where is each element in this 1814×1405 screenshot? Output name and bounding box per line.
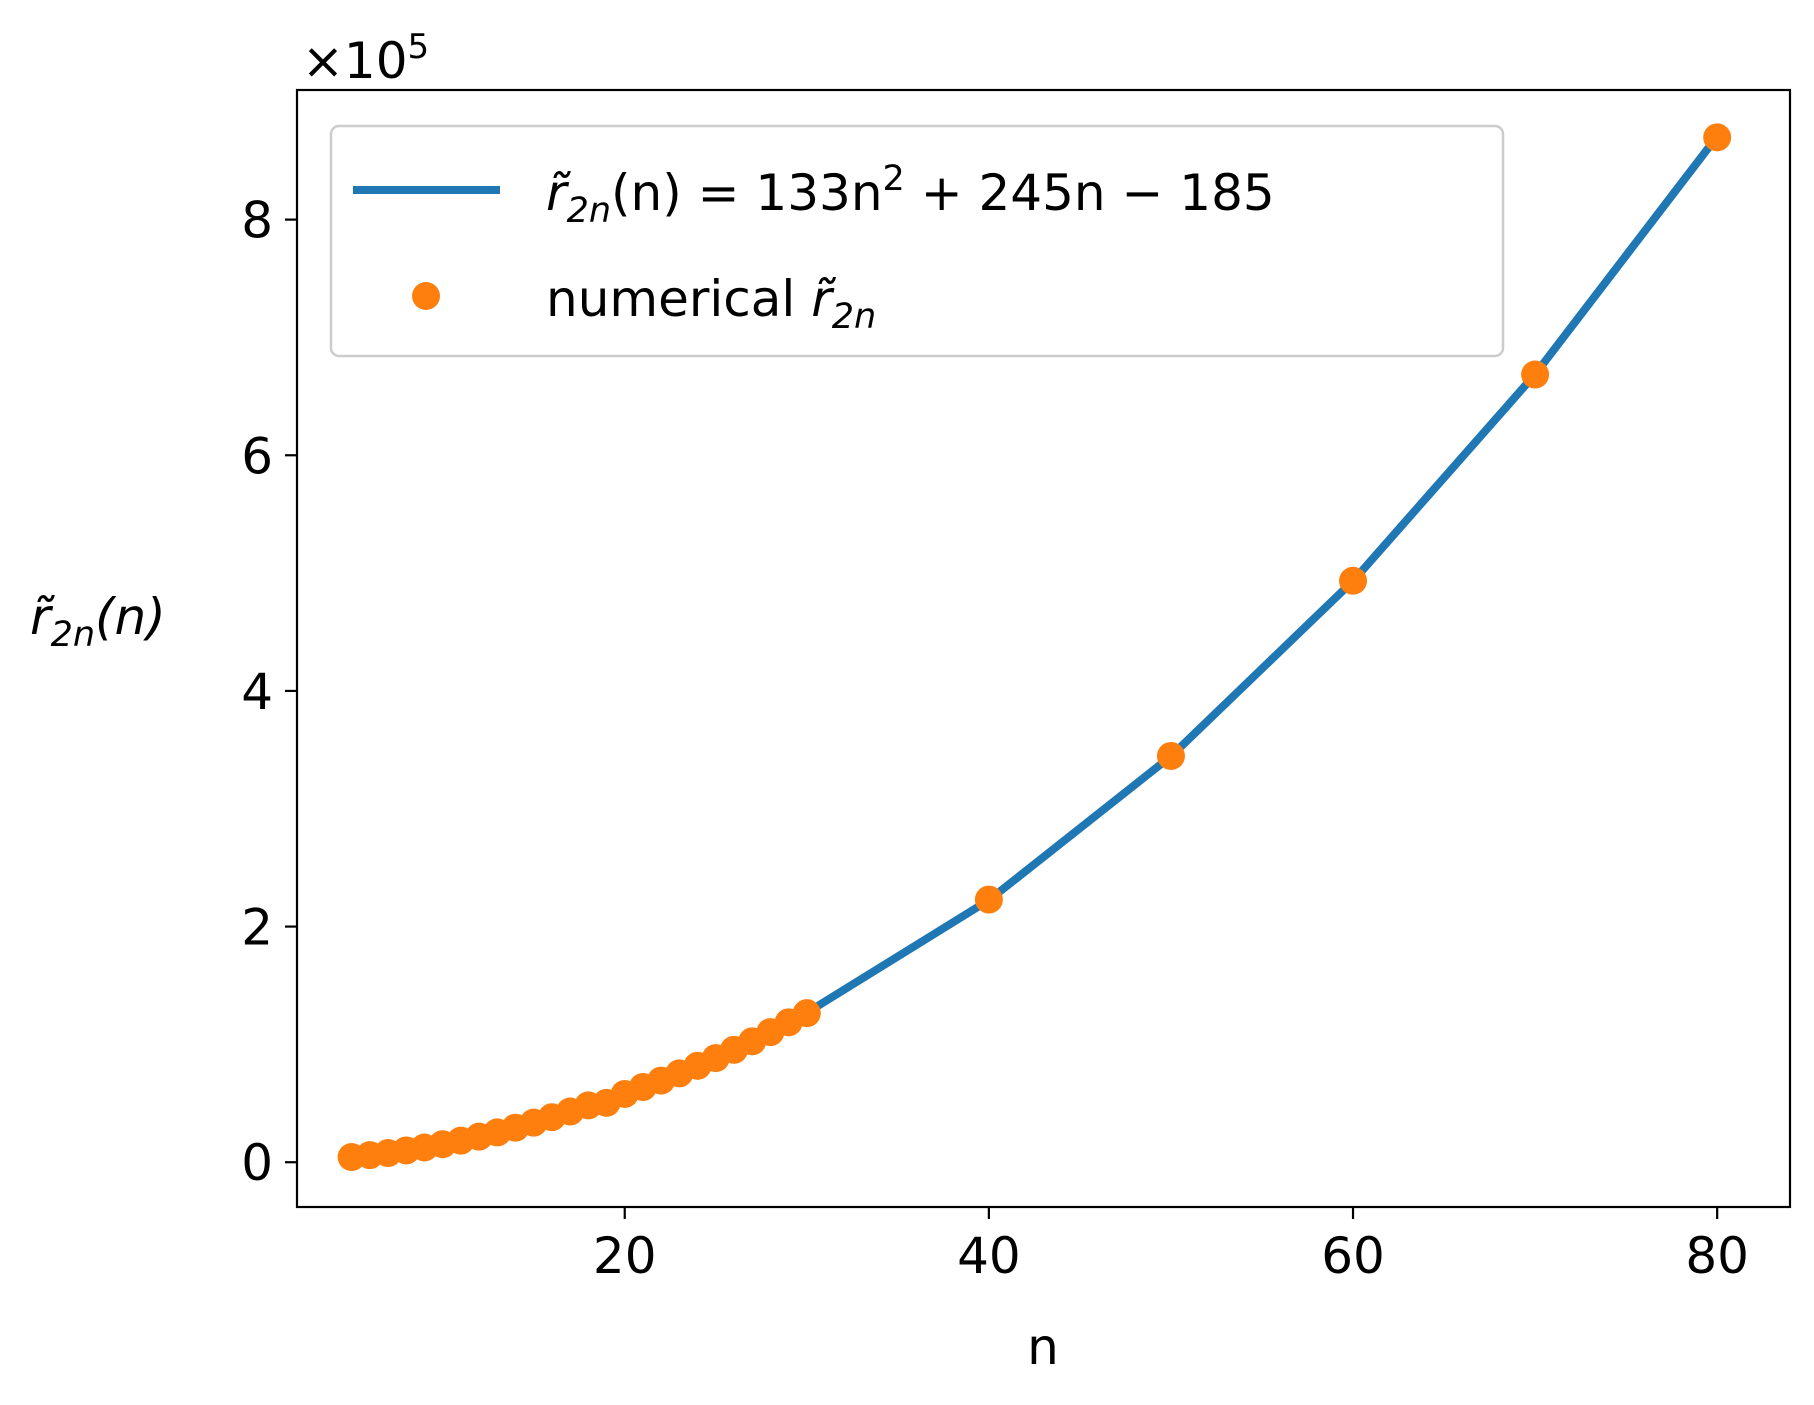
- y-tick-label: 0: [241, 1134, 273, 1192]
- y-ticks-layer: 0 2 4 6 8: [241, 192, 297, 1192]
- data-point: [792, 999, 821, 1028]
- legend-points-sub: 2n: [832, 297, 876, 337]
- legend-fit-sup: 2: [883, 159, 905, 199]
- legend-fit-mid: (n) = 133n: [611, 164, 883, 222]
- legend: r̃2n(n) = 133n2 + 245n − 185 numerical r…: [329, 124, 1505, 358]
- y-multiplier-exponent: 5: [408, 27, 430, 67]
- y-tick-label: 8: [241, 192, 273, 250]
- y-tick-label: 6: [241, 427, 273, 485]
- data-point: [1339, 566, 1368, 595]
- legend-fit-tail: + 245n − 185: [905, 164, 1275, 222]
- legend-points-label: numerical r̃2n: [546, 270, 876, 337]
- y-axis-label: r̃2n(n): [30, 588, 166, 655]
- y-axis-label-tail: (n): [95, 588, 166, 646]
- legend-box: [329, 124, 1505, 358]
- x-axis-label: n: [1027, 1318, 1059, 1376]
- legend-fit-sub: 2n: [567, 191, 611, 231]
- data-point: [1521, 360, 1550, 389]
- plot-frame: [295, 88, 1792, 1209]
- legend-point-swatch: [412, 282, 440, 310]
- x-tick-label: 80: [1685, 1227, 1749, 1285]
- data-point: [1156, 741, 1185, 770]
- y-tick-label: 2: [241, 899, 273, 957]
- data-point: [1703, 123, 1732, 152]
- x-tick-label: 60: [1321, 1227, 1385, 1285]
- legend-points-text: numerical: [546, 270, 811, 328]
- y-axis-label-sub: 2n: [51, 615, 95, 655]
- y-tick-label: 4: [241, 663, 273, 721]
- x-tick-label: 20: [593, 1227, 657, 1285]
- data-point: [974, 885, 1003, 914]
- y-multiplier: ×105: [302, 27, 429, 90]
- x-tick-label: 40: [957, 1227, 1021, 1285]
- legend-fit-label: r̃2n(n) = 133n2 + 245n − 185: [546, 159, 1275, 231]
- y-multiplier-prefix: ×10: [302, 32, 408, 90]
- x-ticks-layer: 20 40 60 80: [593, 1207, 1749, 1285]
- points-layer: [337, 123, 1732, 1172]
